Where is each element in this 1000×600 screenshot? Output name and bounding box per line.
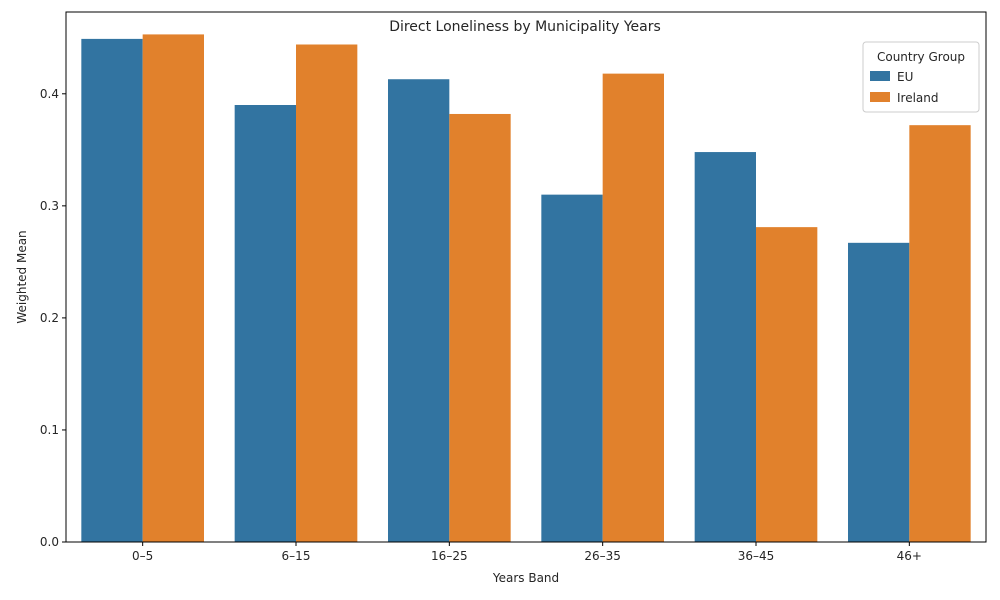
bar-ireland-1 bbox=[296, 44, 358, 542]
x-tick-label: 6–15 bbox=[282, 549, 311, 563]
legend-label-eu: EU bbox=[897, 70, 913, 84]
bar-ireland-2 bbox=[449, 113, 511, 542]
y-tick-label: 0.3 bbox=[40, 199, 59, 213]
x-tick-label: 0–5 bbox=[132, 549, 153, 563]
legend-title: Country Group bbox=[877, 50, 965, 64]
bar-ireland-3 bbox=[602, 73, 664, 543]
bar-eu-0 bbox=[81, 38, 143, 542]
x-tick-label: 36–45 bbox=[738, 549, 775, 563]
bar-eu-5 bbox=[848, 242, 910, 542]
bar-eu-4 bbox=[694, 152, 756, 543]
legend-label-ireland: Ireland bbox=[897, 91, 939, 105]
legend-swatch-eu bbox=[870, 71, 890, 81]
bars bbox=[81, 34, 971, 543]
y-tick-label: 0.4 bbox=[40, 87, 59, 101]
bar-ireland-4 bbox=[756, 227, 818, 542]
bar-ireland-0 bbox=[142, 34, 204, 542]
bar-eu-3 bbox=[541, 194, 603, 542]
x-axis: 0–5 6–15 16–25 26–35 36–45 46+ bbox=[132, 542, 922, 563]
x-tick-label: 16–25 bbox=[431, 549, 468, 563]
legend-swatch-ireland bbox=[870, 92, 890, 102]
chart-title: Direct Loneliness by Municipality Years bbox=[389, 19, 661, 35]
y-axis-label: Weighted Mean bbox=[15, 230, 29, 323]
bar-eu-2 bbox=[388, 79, 450, 543]
y-axis: 0.0 0.1 0.2 0.3 0.4 bbox=[40, 87, 66, 549]
bar-eu-1 bbox=[234, 105, 296, 543]
y-tick-label: 0.0 bbox=[40, 535, 59, 549]
x-tick-label: 26–35 bbox=[584, 549, 621, 563]
x-axis-label: Years Band bbox=[492, 571, 559, 585]
legend: Country Group EU Ireland bbox=[862, 41, 980, 113]
x-tick-label: 46+ bbox=[897, 549, 922, 563]
y-tick-label: 0.2 bbox=[40, 311, 59, 325]
bar-ireland-5 bbox=[909, 125, 971, 542]
legend-frame bbox=[862, 41, 980, 113]
plot-frame bbox=[65, 11, 987, 543]
y-tick-label: 0.1 bbox=[40, 423, 59, 437]
